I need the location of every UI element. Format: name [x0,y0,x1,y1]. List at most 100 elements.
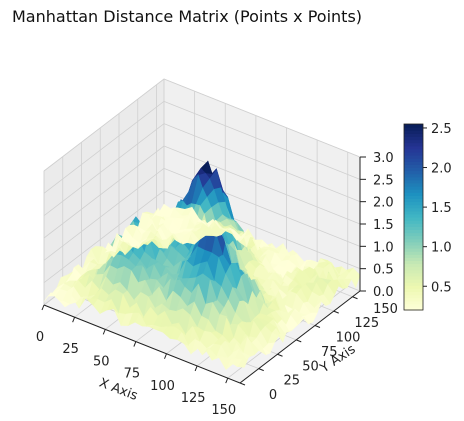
grid-z-left [43,145,165,239]
x-axis-line [43,304,241,384]
grid-z-right [163,123,361,203]
x-tick [164,353,167,359]
chart-title: Manhattan Distance Matrix (Points x Poin… [12,7,363,26]
colorbar-step [404,263,423,268]
colorbar-step [404,148,423,153]
colorbar-step [404,285,423,289]
colorbar-tick-label: 2.5 [431,122,452,137]
z-tick-label: 0.0 [373,285,394,300]
grid-z-left [43,78,165,172]
z-tick-label: 1.0 [373,240,394,255]
colorbar-step [404,288,423,292]
x-tick [133,341,137,347]
colorbar-step [404,248,423,252]
grid-z-right [163,100,361,180]
colorbar-frame [403,123,424,311]
colorbar-step [404,139,423,144]
colorbar-step [404,201,423,206]
colorbar-step [404,176,423,181]
colorbar-step [404,229,423,234]
colorbar-step [404,142,423,147]
tick-labels: 025507510012515002550751001251500.00.51.… [36,151,398,418]
surface [43,160,361,371]
colorbar-step [404,223,423,227]
colorbar-step [404,130,423,134]
y-axis-line [239,290,361,384]
colorbar-tick-label: 0.5 [431,280,452,295]
grid-z-left [43,101,165,194]
x-tick-label: 150 [211,403,236,418]
colorbar-step [404,136,423,141]
colorbar-step [404,155,423,159]
grid-z-left [43,168,165,261]
colorbar-step [404,189,423,193]
z-tick-label: 1.5 [373,218,394,233]
x-tick [41,304,45,311]
colorbar-step [404,204,423,209]
grid-z-right [163,145,361,225]
grid-z-left [43,190,165,283]
colorbar-step [404,167,423,172]
colorbar-step [404,161,423,165]
colorbar-step [404,244,423,249]
colorbar-step [404,124,423,128]
colorbar-step [404,294,423,299]
z-tick-label: 0.5 [373,263,394,278]
colorbar-step [404,235,423,240]
colorbar-tick-label: 2.0 [431,162,452,177]
colorbar-step [404,238,423,243]
colorbar-step [404,279,423,283]
z-tick-label: 3.0 [373,151,394,166]
z-tick-label: 2.5 [373,173,394,188]
colorbar-step [404,217,423,221]
colorbar-step [404,173,423,178]
colorbar-step [404,192,423,196]
colorbar-tick-label: 1.0 [431,241,452,256]
y-tick [296,339,302,343]
colorbar-step [404,303,423,308]
x-tick [72,317,76,323]
colorbar-step [404,282,423,286]
colorbar-step [404,220,423,224]
colorbar-step [404,213,423,218]
grid-z-right [163,78,361,158]
colorbar-step [404,260,423,265]
x-tick-label: 25 [62,342,79,357]
x-tick-label: 0 [36,330,44,345]
colorbar-step [404,145,423,150]
colorbar-step [404,170,423,175]
colorbar-step [404,272,423,277]
colorbar-tick-label: 1.5 [431,201,452,216]
colorbar-step [404,297,423,302]
x-tick-label: 50 [93,354,110,369]
y-tick [314,325,321,328]
y-tick-label: 100 [336,331,361,346]
colorbar-step [404,182,423,187]
x-tick-label: 75 [124,367,141,382]
y-tick-label: 25 [283,374,300,389]
colorbar-step [404,306,423,311]
colorbar-step [404,251,423,255]
grid-z-left [43,123,165,216]
surface-patch [43,292,57,302]
x-tick [102,329,106,335]
colorbar-step [404,186,423,190]
y-tick [239,382,246,386]
colorbar-step [404,275,423,280]
colorbar-step [404,210,423,215]
colorbar-step [404,269,423,274]
colorbar-step [404,179,423,184]
y-tick-label: 0 [269,388,277,403]
colorbar-step [404,127,423,131]
colorbar-step [404,226,423,230]
colorbar-step [404,300,423,305]
y-tick-label: 125 [354,316,379,331]
y-tick-label: 75 [321,345,338,360]
y-tick [333,310,339,314]
y-tick [277,353,283,357]
colorbar-step [404,232,423,237]
x-tick-label: 100 [150,379,175,394]
colorbar-step [404,158,423,162]
